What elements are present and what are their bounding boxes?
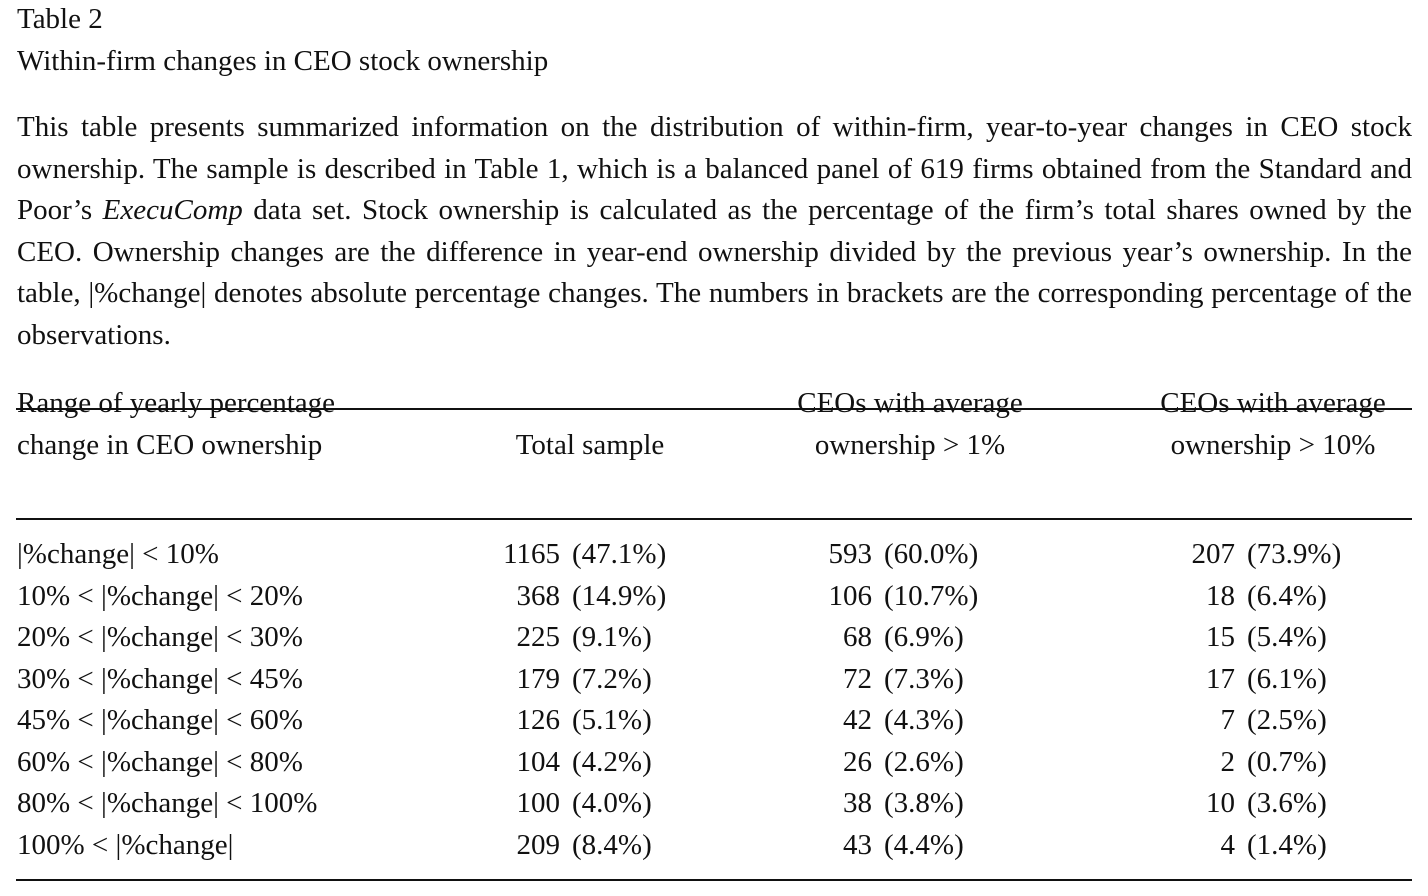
- cell-count: 368: [516, 579, 561, 612]
- cell-percent: (5.1%): [572, 704, 652, 736]
- cell-count: 209: [516, 828, 561, 861]
- cell-percent: (7.3%): [884, 662, 964, 695]
- cell-percent: (7.2%): [572, 662, 652, 695]
- cell-percent: (5.4%): [1247, 621, 1327, 653]
- cell-percent: (4.0%): [572, 787, 652, 819]
- table-title: Within-firm changes in CEO stock ownersh…: [17, 45, 549, 77]
- cell-count: 15: [1206, 621, 1235, 653]
- cell-percent: (2.6%): [884, 745, 964, 778]
- cell-count: 7: [1220, 704, 1236, 736]
- cell-percent: (6.1%): [1247, 662, 1327, 695]
- row-label: 60% < |%change| < 80%: [17, 745, 303, 778]
- cell-count: 104: [516, 745, 561, 778]
- cell-count: 593: [828, 538, 873, 570]
- cell-percent: (10.7%): [884, 579, 979, 612]
- row-label: 10% < |%change| < 20%: [17, 579, 303, 612]
- cell-count: 17: [1206, 662, 1235, 695]
- column-header: ownership > 10%: [1170, 428, 1376, 461]
- top-rule: [16, 408, 1412, 410]
- cell-count: 38: [843, 787, 872, 819]
- column-header: Total sample: [515, 428, 665, 461]
- cell-percent: (1.4%): [1247, 828, 1327, 861]
- cell-percent: (47.1%): [572, 538, 667, 570]
- row-label: 20% < |%change| < 30%: [17, 621, 303, 653]
- cell-count: 126: [516, 704, 561, 736]
- cell-percent: (0.7%): [1247, 745, 1327, 778]
- caption-text: data set. Stock ownership is calculated …: [17, 194, 1412, 351]
- column-header: ownership > 1%: [814, 428, 1006, 461]
- caption-italic: ExecuComp: [102, 194, 243, 226]
- row-label: 80% < |%change| < 100%: [17, 787, 318, 819]
- cell-count: 100: [516, 787, 561, 819]
- column-header: CEOs with average: [797, 387, 1023, 419]
- cell-percent: (4.4%): [884, 828, 964, 861]
- row-label: 100% < |%change|: [17, 828, 234, 861]
- cell-percent: (6.4%): [1247, 579, 1327, 612]
- column-header: change in CEO ownership: [17, 428, 323, 461]
- cell-percent: (4.2%): [572, 745, 652, 778]
- cell-count: 1165: [503, 538, 560, 570]
- bottom-rule: [16, 879, 1412, 881]
- cell-percent: (14.9%): [572, 579, 667, 612]
- cell-count: 42: [843, 704, 872, 736]
- cell-count: 43: [843, 828, 872, 861]
- cell-percent: (8.4%): [572, 828, 652, 861]
- cell-percent: (9.1%): [572, 621, 652, 653]
- header-rule: [16, 518, 1412, 520]
- row-label: 45% < |%change| < 60%: [17, 704, 303, 736]
- cell-count: 18: [1206, 579, 1235, 612]
- cell-count: 72: [843, 662, 872, 695]
- cell-count: 10: [1206, 787, 1235, 819]
- row-label: |%change| < 10%: [17, 538, 219, 570]
- cell-count: 4: [1220, 828, 1236, 861]
- cell-count: 225: [516, 621, 561, 653]
- cell-percent: (3.8%): [884, 787, 964, 819]
- cell-percent: (2.5%): [1247, 704, 1327, 736]
- cell-percent: (6.9%): [884, 621, 964, 653]
- caption: This table presents summarized informati…: [17, 107, 1412, 356]
- column-header: CEOs with average: [1160, 387, 1386, 419]
- cell-percent: (60.0%): [884, 538, 979, 570]
- cell-percent: (4.3%): [884, 704, 964, 736]
- caption-text: This table presents summarized informati…: [17, 111, 1412, 226]
- row-label: 30% < |%change| < 45%: [17, 662, 303, 695]
- cell-count: 179: [516, 662, 561, 695]
- cell-count: 106: [828, 579, 873, 612]
- cell-count: 2: [1220, 745, 1236, 778]
- cell-count: 207: [1191, 538, 1236, 570]
- cell-percent: (3.6%): [1247, 787, 1327, 819]
- table-label: Table 2: [17, 3, 103, 35]
- cell-percent: (73.9%): [1247, 538, 1342, 570]
- column-header: Range of yearly percentage: [17, 387, 336, 419]
- cell-count: 68: [843, 621, 872, 653]
- cell-count: 26: [843, 745, 872, 778]
